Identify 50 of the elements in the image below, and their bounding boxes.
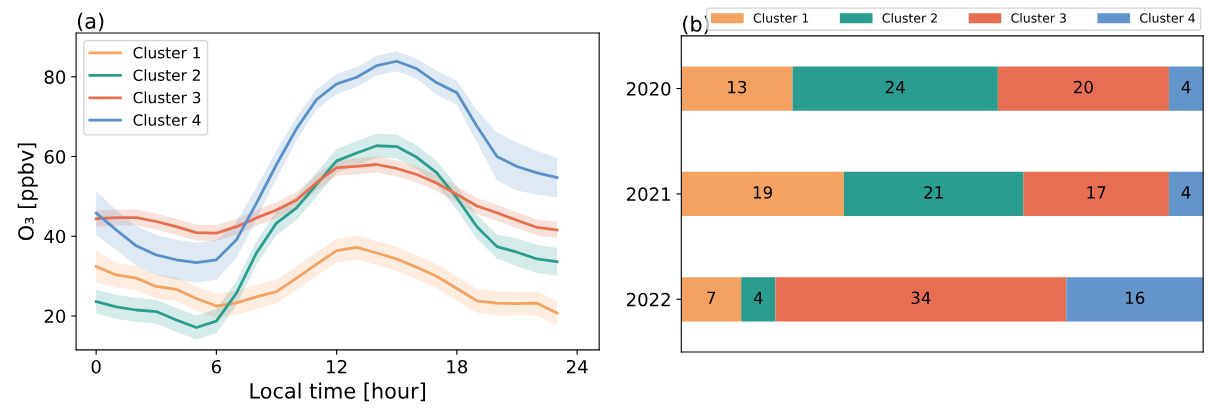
data-label: 16 bbox=[1125, 291, 1145, 305]
legend-label: Cluster 2 bbox=[133, 69, 200, 81]
line-series bbox=[94, 246, 559, 315]
legend-label: Cluster 2 bbox=[882, 13, 937, 23]
y-tick-label: 2022 bbox=[626, 292, 670, 307]
x-tick-label: 0 bbox=[91, 359, 101, 374]
y-tick-label: 2021 bbox=[626, 187, 670, 202]
data-label: 4 bbox=[1181, 186, 1191, 199]
data-label: 24 bbox=[885, 80, 905, 94]
x-tick-label: 12 bbox=[327, 359, 347, 374]
y-tick-label: 20 bbox=[44, 309, 66, 324]
chart-title: (a) bbox=[77, 12, 104, 32]
data-label: 21 bbox=[924, 186, 943, 199]
y-tick-label: 80 bbox=[44, 70, 66, 84]
data-label: 19 bbox=[753, 186, 773, 199]
bar bbox=[1066, 277, 1204, 322]
data-label: 13 bbox=[728, 80, 747, 94]
bar bbox=[1023, 171, 1169, 217]
legend-label: Cluster 4 bbox=[133, 113, 201, 126]
bar bbox=[775, 277, 1067, 322]
legend-label: Cluster 3 bbox=[133, 91, 201, 104]
x-tick-label: 24 bbox=[566, 359, 588, 374]
bar bbox=[1168, 171, 1204, 217]
bar bbox=[997, 66, 1169, 111]
bar bbox=[681, 171, 844, 217]
bar bbox=[681, 277, 742, 322]
bar bbox=[741, 277, 776, 322]
data-label: 17 bbox=[1087, 186, 1106, 199]
data-label: 4 bbox=[1181, 80, 1191, 94]
data-label: 34 bbox=[911, 291, 931, 305]
data-label: 4 bbox=[753, 291, 763, 304]
line-series bbox=[94, 163, 559, 235]
data-label: 7 bbox=[707, 291, 716, 304]
legend-label: Cluster 1 bbox=[133, 46, 201, 59]
data-label: 20 bbox=[1074, 80, 1093, 94]
y-tick-label: 60 bbox=[44, 149, 66, 164]
y-axis-title: O₃ [ppbv] bbox=[17, 143, 38, 241]
chart-title: (b) bbox=[683, 15, 709, 35]
x-tick-label: 18 bbox=[447, 359, 468, 374]
bar bbox=[681, 66, 793, 111]
legend-label: Cluster 1 bbox=[753, 13, 809, 23]
bar bbox=[843, 171, 1024, 217]
bar bbox=[1168, 66, 1204, 111]
legend-label: Cluster 4 bbox=[1140, 13, 1195, 23]
x-axis-title: Local time [hour] bbox=[250, 382, 425, 402]
legend-label: Cluster 3 bbox=[1011, 13, 1066, 23]
y-tick-label: 2020 bbox=[626, 82, 671, 96]
bar bbox=[792, 66, 998, 111]
x-tick-label: 6 bbox=[211, 359, 221, 374]
y-tick-label: 40 bbox=[44, 229, 66, 244]
